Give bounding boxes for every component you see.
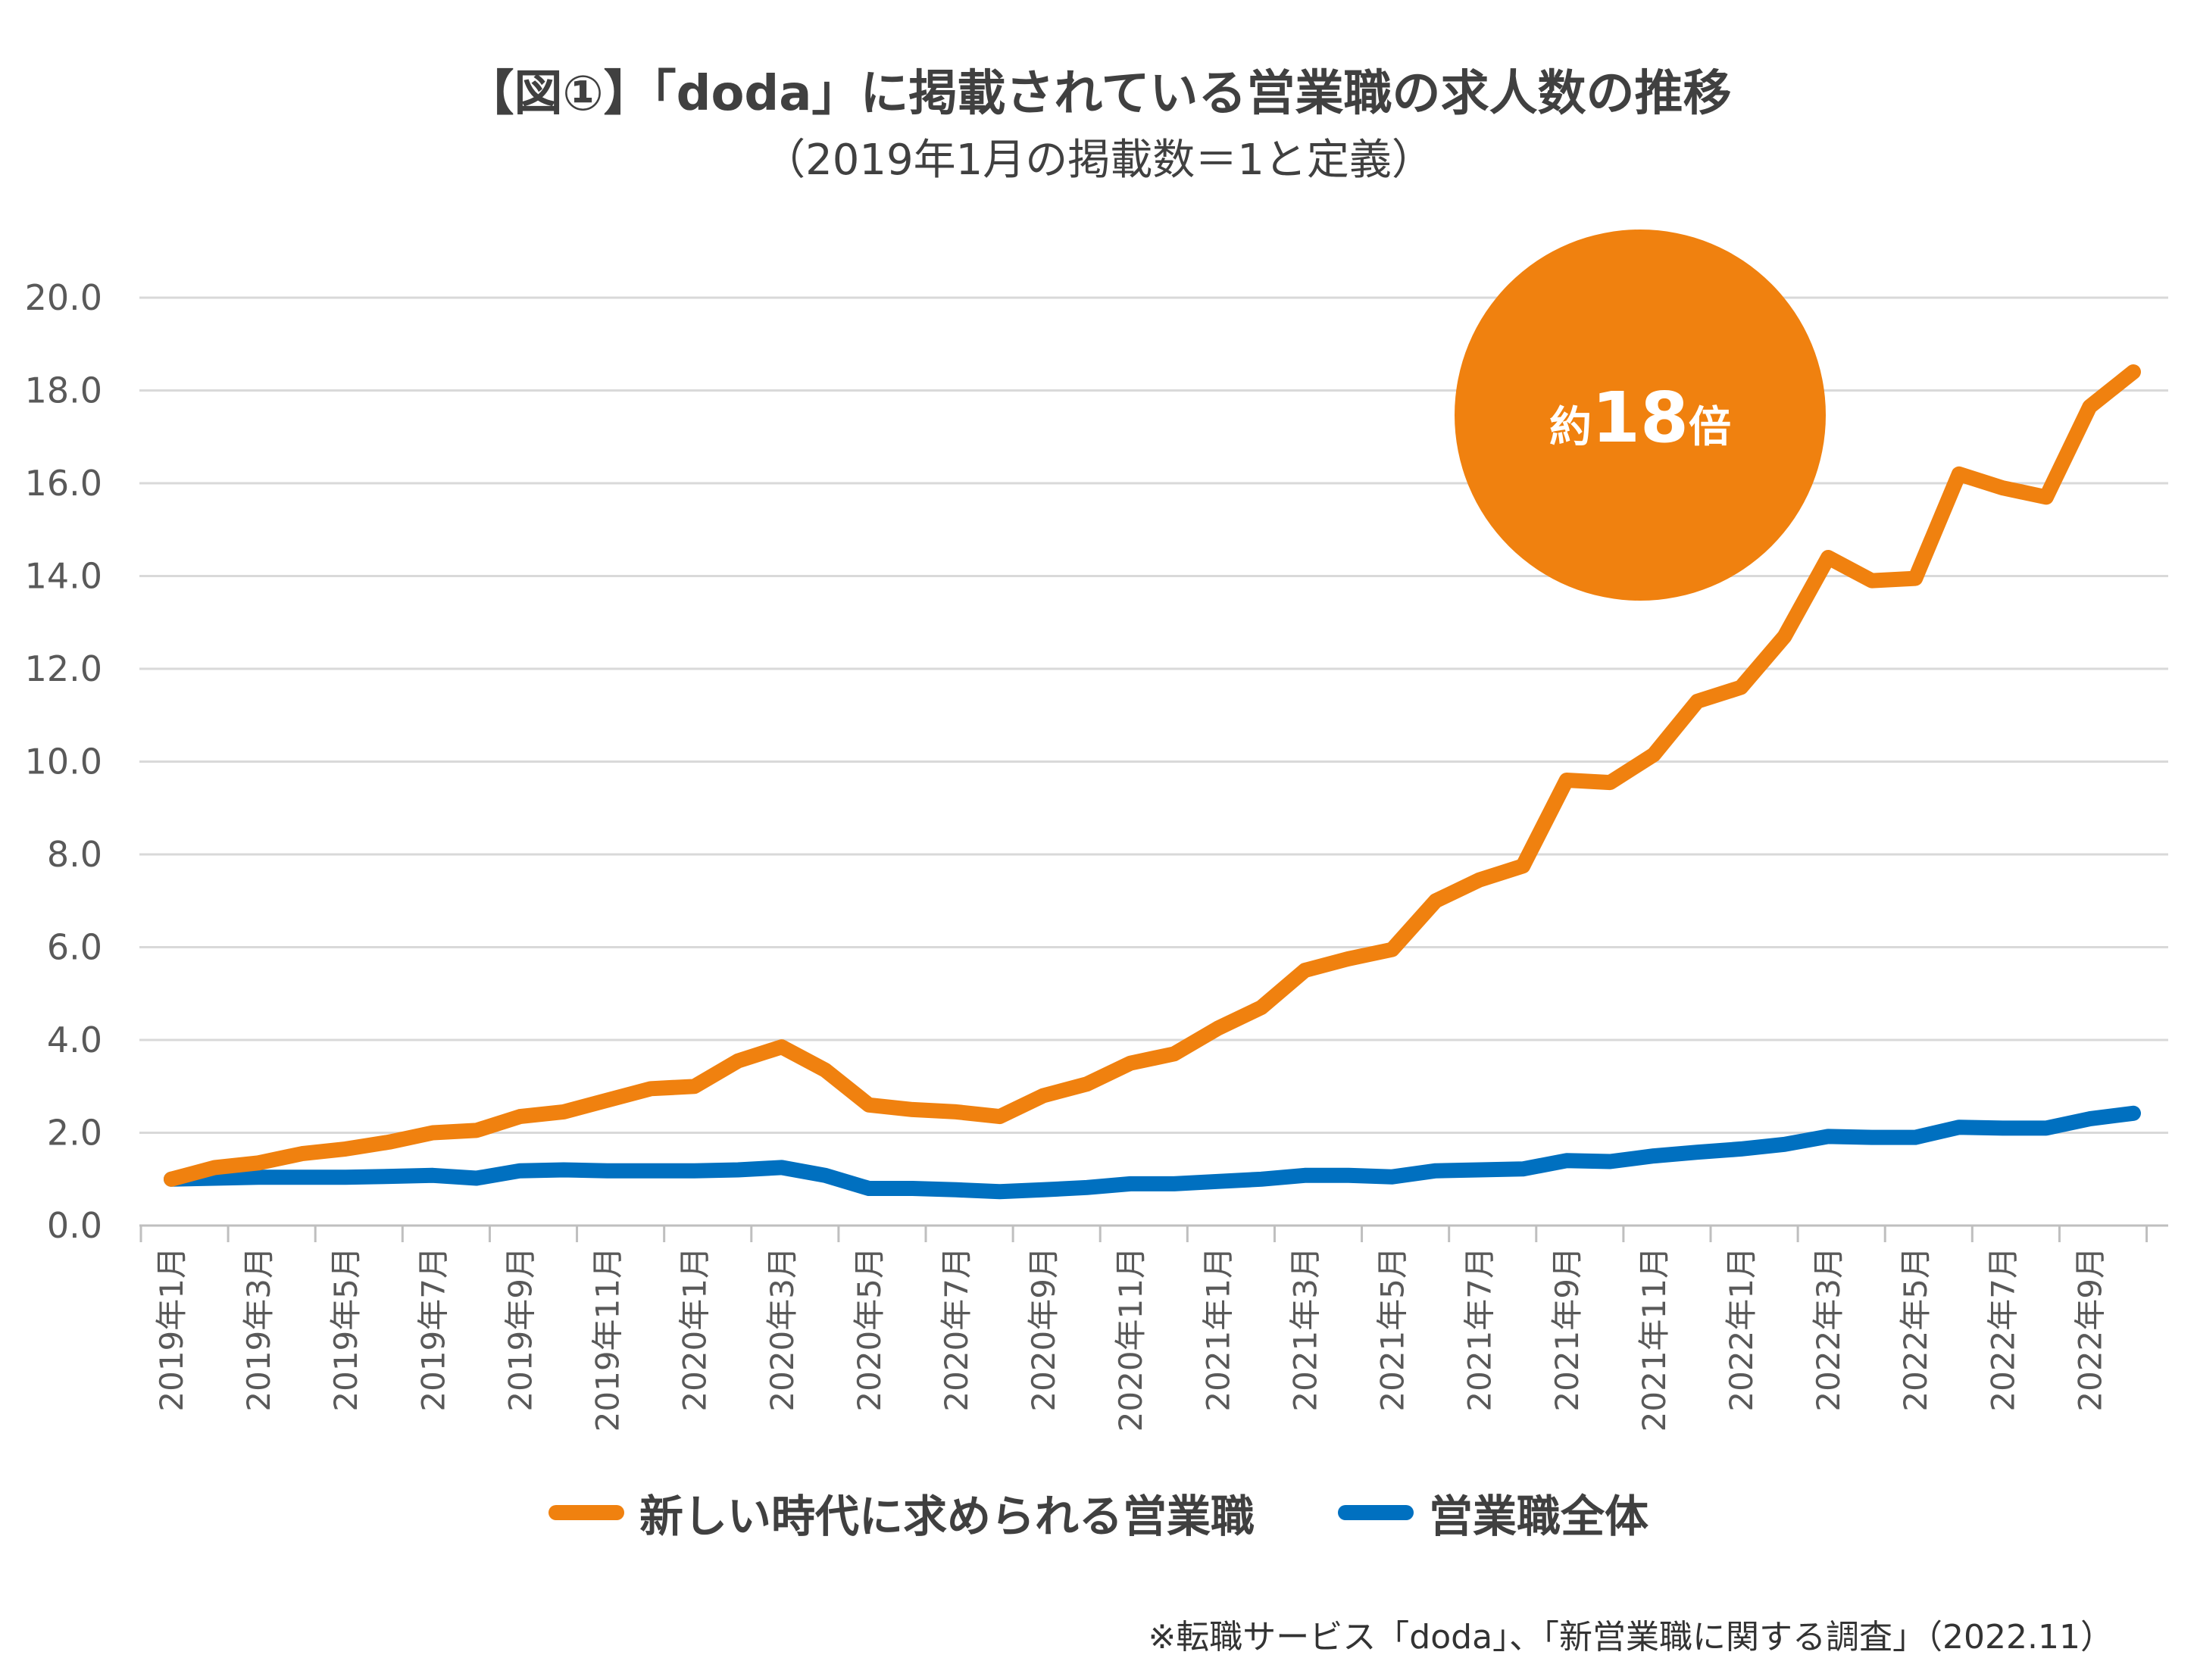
y-tick-label: 12.0 <box>25 648 102 689</box>
y-tick-label: 20.0 <box>25 277 102 318</box>
callout-badge: 約18倍 <box>1455 230 1826 601</box>
y-tick-label: 6.0 <box>47 927 102 968</box>
y-tick-label: 14.0 <box>25 556 102 597</box>
x-tick-label: 2021年11月 <box>1636 1247 1673 1432</box>
x-tick-label: 2020年1月 <box>677 1247 714 1412</box>
x-tick-label: 2019年9月 <box>502 1247 539 1412</box>
x-tick-label: 2019年3月 <box>240 1247 277 1412</box>
series-lines <box>164 364 2141 1200</box>
x-tick-label: 2020年11月 <box>1112 1247 1149 1432</box>
callout-suffix: 倍 <box>1689 403 1731 452</box>
x-tick-label: 2019年5月 <box>327 1247 364 1412</box>
chart-subtitle: （2019年1月の掲載数＝1と定義） <box>763 136 1434 185</box>
x-tick-label: 2019年11月 <box>589 1247 627 1432</box>
x-tick-label: 2019年7月 <box>414 1247 452 1412</box>
x-tick-label: 2020年7月 <box>938 1247 975 1412</box>
legend-swatch-blue <box>1338 1505 1414 1520</box>
series-line-new-sales <box>164 364 2141 1187</box>
legend: 新しい時代に求められる営業職 営業職全体 <box>0 1481 2197 1544</box>
y-tick-label: 8.0 <box>47 834 102 875</box>
y-tick-label: 2.0 <box>47 1113 102 1154</box>
x-tick-label: 2021年7月 <box>1461 1247 1499 1412</box>
series-line-all-sales <box>164 1105 2141 1200</box>
x-tick-label: 2021年5月 <box>1374 1247 1411 1412</box>
x-tick-label: 2022年5月 <box>1897 1247 1934 1412</box>
y-axis: 0.0 2.0 4.0 6.0 8.0 10.0 12.0 14.0 16.0 18.0 20.0 <box>25 277 102 1246</box>
y-tick-label: 10.0 <box>25 742 102 782</box>
chart-title: 【図①】「doda」に掲載されている営業職の求人数の推移 <box>465 66 1732 122</box>
y-tick-label: 16.0 <box>25 463 102 504</box>
legend-item-all-sales[interactable]: 営業職全体 <box>1338 1481 1649 1544</box>
callout-circle <box>1455 230 1826 601</box>
legend-label-all-sales: 営業職全体 <box>1429 1491 1649 1542</box>
x-axis: 2019年1月 2019年3月 2019年5月 2019年7月 2019年9月 2019年… <box>139 1226 2149 1432</box>
y-tick-label: 0.0 <box>47 1205 102 1246</box>
y-tick-label: 4.0 <box>47 1020 102 1060</box>
callout-number: 18 <box>1592 377 1689 458</box>
x-tick-label: 2021年1月 <box>1199 1247 1236 1412</box>
x-tick-label: 2022年9月 <box>2071 1247 2108 1412</box>
x-tick-label: 2019年1月 <box>153 1247 190 1412</box>
y-tick-label: 18.0 <box>25 370 102 411</box>
gridlines <box>139 296 2168 1227</box>
x-tick-label: 2020年5月 <box>851 1247 888 1412</box>
x-tick-label: 2020年3月 <box>764 1247 801 1412</box>
svg-text:約18倍: 約18倍 <box>1549 377 1731 458</box>
x-tick-label: 2022年7月 <box>1984 1247 2021 1412</box>
x-tick-label: 2020年9月 <box>1025 1247 1062 1412</box>
x-tick-label: 2022年3月 <box>1810 1247 1847 1412</box>
source-note: ※転職サービス「doda」、「新営業職に関する調査」（2022.11） <box>1148 1618 2114 1657</box>
legend-item-new-sales[interactable]: 新しい時代に求められる営業職 <box>548 1481 1255 1544</box>
legend-label-new-sales: 新しい時代に求められる営業職 <box>639 1491 1255 1542</box>
x-tick-label: 2021年9月 <box>1549 1247 1586 1412</box>
x-tick-label: 2022年1月 <box>1723 1247 1760 1412</box>
x-tick-label: 2021年3月 <box>1286 1247 1324 1412</box>
callout-prefix: 約 <box>1549 403 1592 452</box>
legend-swatch-orange <box>548 1505 624 1520</box>
